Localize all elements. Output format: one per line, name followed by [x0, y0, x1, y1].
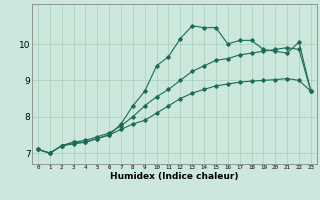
X-axis label: Humidex (Indice chaleur): Humidex (Indice chaleur) — [110, 172, 239, 181]
